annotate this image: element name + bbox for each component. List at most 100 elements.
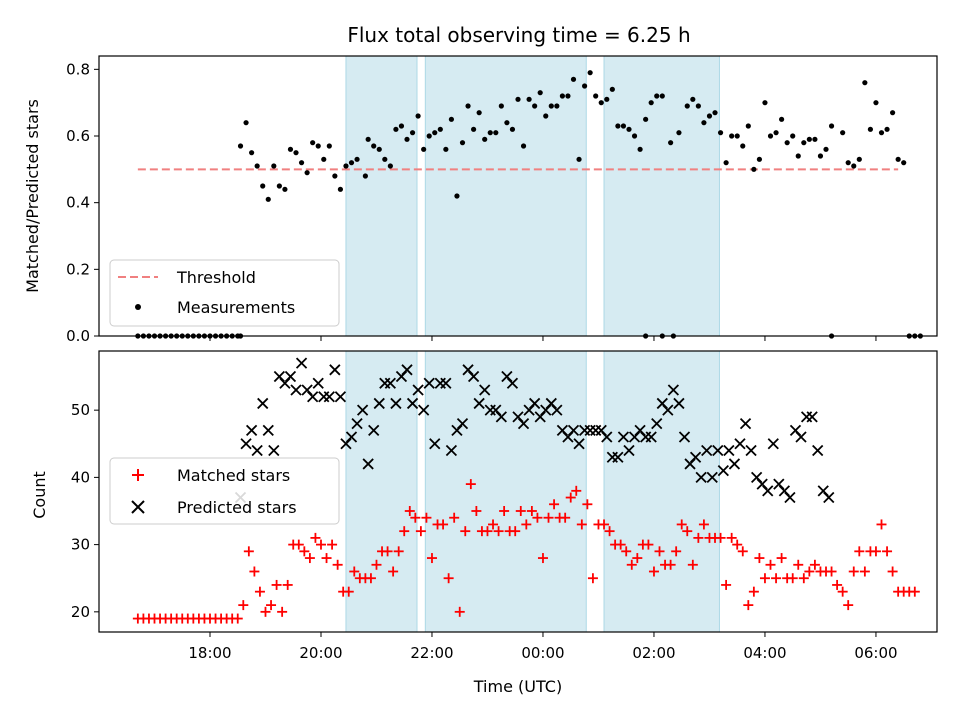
- data-point-measurements: [471, 126, 477, 132]
- data-point-matched-stars: [460, 526, 471, 537]
- data-point-measurements: [415, 113, 421, 119]
- data-point-measurements: [654, 93, 660, 99]
- data-point-matched-stars: [510, 526, 521, 537]
- data-point-measurements: [559, 93, 565, 99]
- data-point-predicted-stars: [323, 391, 335, 403]
- data-point-matched-stars: [759, 573, 770, 584]
- data-point-predicted-stars: [706, 471, 718, 484]
- data-point-predicted-stars: [257, 397, 269, 410]
- data-point-matched-stars: [321, 553, 332, 564]
- data-point-measurements: [332, 173, 338, 179]
- data-point-predicted-stars: [701, 444, 713, 457]
- data-point-matched-stars: [615, 539, 626, 550]
- data-point-predicted-stars: [573, 438, 585, 450]
- x-tick-label: 06:00: [854, 644, 897, 662]
- data-point-predicted-stars: [251, 444, 263, 457]
- data-point-predicted-stars: [612, 451, 624, 463]
- data-point-matched-stars: [243, 546, 254, 557]
- data-point-matched-stars: [859, 566, 870, 577]
- data-point-measurements: [812, 136, 818, 142]
- data-point-measurements: [631, 133, 638, 139]
- data-point-predicted-stars: [795, 431, 807, 443]
- y-tick-label: 50: [71, 401, 90, 419]
- x-tick-label: 18:00: [188, 644, 231, 662]
- data-point-measurements: [459, 140, 466, 146]
- data-point-predicted-stars: [695, 471, 707, 484]
- data-point-matched-stars: [277, 606, 288, 617]
- data-point-measurements: [249, 150, 255, 156]
- data-point-predicted-stars: [307, 391, 319, 403]
- data-point-matched-stars: [521, 519, 532, 530]
- data-point-predicted-stars: [362, 458, 374, 470]
- data-point-measurements: [482, 136, 488, 142]
- data-point-measurements: [515, 96, 521, 102]
- data-point-predicted-stars: [529, 397, 541, 410]
- data-point-measurements: [767, 133, 774, 139]
- data-point-measurements: [878, 130, 885, 136]
- data-point-predicted-stars: [590, 424, 602, 436]
- data-point-measurements: [712, 110, 718, 116]
- data-point-measurements: [260, 183, 266, 189]
- data-point-predicted-stars: [651, 417, 663, 430]
- data-point-measurements: [237, 143, 244, 149]
- data-point-predicted-stars: [467, 370, 480, 383]
- bottom-legend: Matched stars Predicted stars: [109, 457, 340, 525]
- data-point-matched-stars: [560, 512, 571, 523]
- data-point-measurements: [243, 120, 249, 126]
- data-point-matched-stars: [571, 485, 582, 496]
- data-point-measurements: [604, 96, 610, 102]
- data-point-predicted-stars: [334, 391, 347, 403]
- y-tick-label: 0.0: [66, 327, 90, 345]
- data-point-measurements: [895, 156, 901, 162]
- data-point-measurements: [790, 133, 796, 139]
- data-point-measurements: [828, 123, 835, 129]
- data-point-matched-stars: [371, 559, 382, 570]
- data-point-measurements: [901, 160, 907, 166]
- data-point-matched-stars: [465, 479, 476, 490]
- data-point-matched-stars: [876, 519, 887, 530]
- data-point-matched-stars: [793, 559, 804, 570]
- data-point-predicted-stars: [767, 438, 779, 450]
- data-point-measurements: [493, 130, 499, 136]
- data-point-matched-stars: [488, 519, 499, 530]
- data-point-predicted-stars: [506, 377, 519, 389]
- data-point-matched-stars: [493, 526, 504, 537]
- top-y-axis-label: Matched/Predicted stars: [23, 99, 42, 293]
- data-point-predicted-stars: [412, 384, 424, 396]
- data-point-matched-stars: [266, 600, 277, 611]
- data-point-measurements: [659, 93, 665, 99]
- data-point-predicted-stars: [351, 417, 363, 430]
- data-point-matched-stars: [254, 586, 265, 597]
- data-point-predicted-stars: [329, 364, 341, 376]
- data-point-matched-stars: [587, 573, 598, 584]
- data-point-predicted-stars: [312, 377, 324, 389]
- data-point-matched-stars: [399, 526, 410, 537]
- data-point-predicted-stars: [318, 391, 330, 403]
- measurements-points: [135, 70, 923, 339]
- data-point-predicted-stars: [623, 444, 635, 457]
- data-point-measurements: [362, 173, 368, 179]
- data-point-predicted-stars: [240, 438, 252, 450]
- data-point-predicted-stars: [429, 438, 441, 450]
- data-point-predicted-stars: [723, 444, 735, 457]
- data-point-matched-stars: [632, 553, 643, 564]
- data-point-matched-stars: [543, 512, 554, 523]
- data-point-measurements: [321, 156, 327, 162]
- data-point-measurements: [587, 70, 593, 76]
- data-point-matched-stars: [732, 539, 743, 550]
- data-point-matched-stars: [404, 505, 415, 516]
- data-point-matched-stars: [682, 526, 693, 537]
- x-tick-label: 04:00: [743, 644, 786, 662]
- data-point-matched-stars: [698, 519, 709, 530]
- data-point-measurements: [745, 123, 751, 129]
- predicted-legend-swatch: [131, 500, 145, 514]
- data-point-measurements: [548, 103, 554, 109]
- data-point-measurements: [476, 110, 482, 116]
- data-point-measurements: [487, 130, 493, 136]
- data-point-measurements: [823, 146, 829, 152]
- data-point-predicted-stars: [551, 404, 563, 416]
- data-point-measurements: [873, 100, 879, 106]
- data-point-matched-stars: [426, 553, 437, 564]
- y-tick-label: 30: [71, 536, 90, 554]
